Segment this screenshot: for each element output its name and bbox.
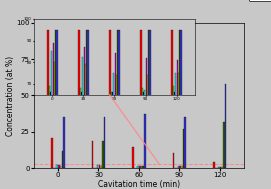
Bar <box>63 117 65 168</box>
Bar <box>137 166 139 168</box>
Bar <box>56 165 58 168</box>
Bar <box>173 153 174 168</box>
Bar <box>60 166 62 168</box>
Bar <box>54 62 55 189</box>
Bar <box>111 92 112 189</box>
Bar <box>141 166 142 168</box>
Bar <box>49 86 50 189</box>
Y-axis label: Concentration (at %): Concentration (at %) <box>6 55 15 136</box>
Bar <box>100 166 102 168</box>
Bar <box>102 141 104 168</box>
Bar <box>221 167 223 168</box>
Bar <box>183 129 184 168</box>
Bar <box>147 75 148 189</box>
Bar <box>179 30 180 189</box>
Bar <box>78 30 80 189</box>
Bar <box>62 151 63 168</box>
Bar <box>184 117 186 168</box>
Bar <box>115 53 116 189</box>
Bar <box>117 30 118 189</box>
Bar <box>181 166 183 168</box>
Bar <box>142 166 144 168</box>
Bar <box>171 30 173 189</box>
Bar <box>82 57 83 189</box>
Bar <box>178 73 179 189</box>
Bar <box>55 30 56 189</box>
Bar <box>180 30 182 189</box>
Bar <box>51 51 53 189</box>
Bar <box>220 167 221 168</box>
Bar <box>174 92 175 189</box>
X-axis label: Cavitation time (min): Cavitation time (min) <box>98 180 180 189</box>
Bar <box>146 58 147 189</box>
Bar <box>92 141 93 168</box>
Bar <box>97 165 98 168</box>
Bar <box>178 167 179 168</box>
Bar <box>225 84 226 168</box>
Bar <box>148 30 149 189</box>
Bar <box>223 122 225 168</box>
Bar <box>139 166 141 168</box>
Bar <box>213 162 215 168</box>
Bar <box>218 167 220 168</box>
Bar <box>86 30 87 189</box>
Bar <box>58 165 60 168</box>
Bar <box>83 47 85 189</box>
Bar <box>179 167 181 168</box>
Bar <box>112 92 113 189</box>
Bar <box>142 88 143 189</box>
Bar <box>132 147 134 168</box>
Bar <box>176 60 178 189</box>
Bar <box>88 30 89 189</box>
Bar <box>80 88 81 189</box>
Bar <box>85 64 86 189</box>
Bar <box>173 86 174 189</box>
Bar <box>175 73 176 189</box>
Bar <box>51 138 53 168</box>
Bar <box>99 165 100 168</box>
Bar <box>50 92 51 189</box>
Bar <box>53 43 54 189</box>
Bar <box>109 30 111 189</box>
Bar <box>144 90 146 189</box>
Bar <box>144 114 146 168</box>
Bar <box>56 30 58 189</box>
Bar <box>116 75 117 189</box>
Bar <box>104 117 105 168</box>
Bar <box>81 92 82 189</box>
Bar <box>47 30 49 189</box>
Bar <box>140 30 141 189</box>
Bar <box>149 30 151 189</box>
Legend: C, Si, P, Mn, B, Cr, O, Fe: C, Si, P, Mn, B, Cr, O, Fe <box>249 0 271 1</box>
Bar <box>118 30 120 189</box>
Bar <box>113 73 114 189</box>
Bar <box>143 92 144 189</box>
